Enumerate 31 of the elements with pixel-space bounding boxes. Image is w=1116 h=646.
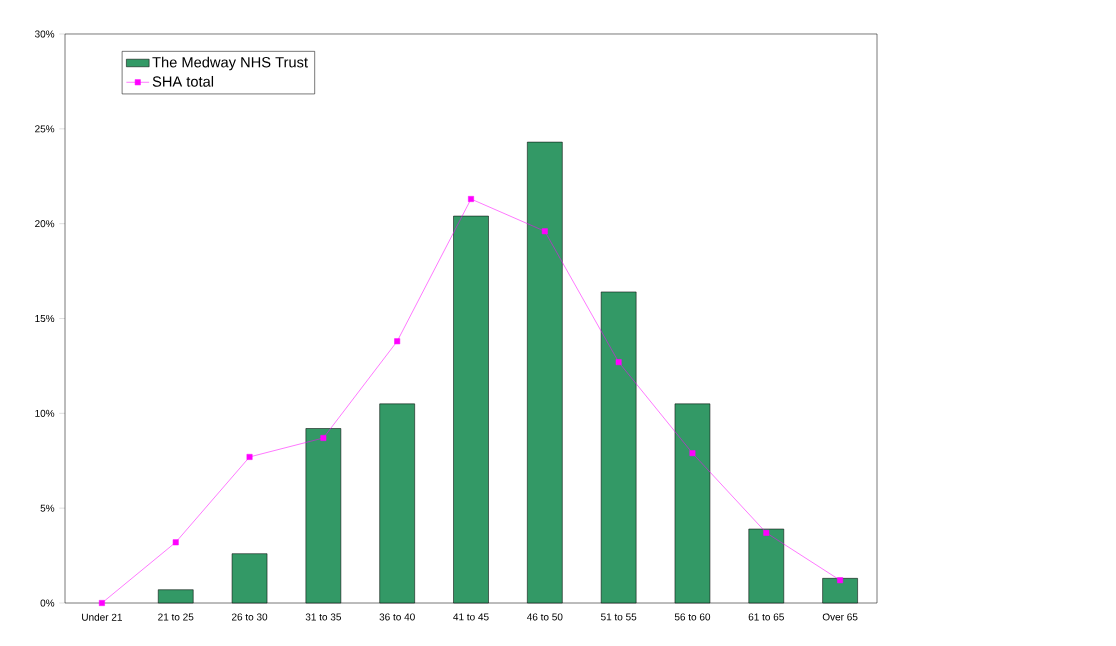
x-tick-label: 46 to 50 <box>526 613 563 621</box>
point <box>541 228 548 235</box>
x-tick-label: Over 65 <box>822 613 858 621</box>
point <box>320 435 327 441</box>
x-tick-label: 56 to 60 <box>674 613 711 621</box>
x-tick-label: 21 to 25 <box>158 613 194 621</box>
y-tick-label: 5% <box>40 504 55 512</box>
point <box>172 539 179 546</box>
point <box>98 600 105 606</box>
point <box>689 450 696 457</box>
x-tick-label: Under 21 <box>82 613 122 621</box>
y-tick-label: 30% <box>34 30 55 38</box>
point <box>615 359 622 366</box>
legend-label: The Medway NHS Trust <box>152 56 308 71</box>
point <box>763 529 770 536</box>
y-tick-label: 20% <box>35 220 55 228</box>
legend-label: SHA total <box>152 75 214 87</box>
y-tick-label: 15% <box>35 314 55 323</box>
point <box>468 196 474 202</box>
y-tick-label: 25% <box>35 125 55 133</box>
point <box>837 577 844 584</box>
x-tick-label: 36 to 40 <box>379 613 415 621</box>
y-tick-label: 10% <box>35 409 55 417</box>
y-tick-label: 0% <box>40 599 55 607</box>
x-tick-label: 41 to 45 <box>453 613 489 621</box>
point <box>394 338 401 345</box>
point <box>246 454 253 460</box>
x-tick-label: 31 to 35 <box>305 613 342 621</box>
x-tick-label: 26 to 30 <box>231 613 268 621</box>
x-tick-label: 51 to 55 <box>600 613 637 621</box>
x-tick-label: 61 to 65 <box>748 613 784 621</box>
